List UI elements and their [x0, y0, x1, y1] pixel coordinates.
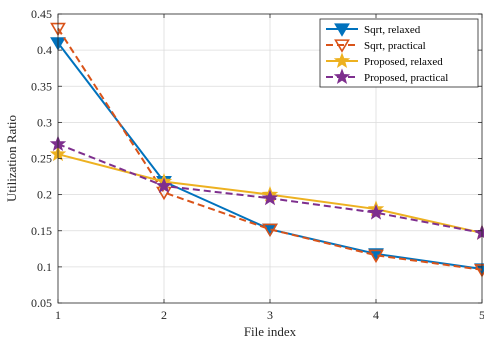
x-tick-label: 2: [161, 308, 167, 322]
series-group: [49, 22, 484, 278]
data-point: [367, 204, 385, 220]
x-tick-label: 1: [55, 308, 61, 322]
legend-item: Proposed, practical: [326, 68, 448, 84]
y-tick-label: 0.05: [31, 296, 52, 310]
legend-label: Sqrt, practical: [364, 40, 426, 52]
data-point: [368, 249, 384, 264]
legend-item: Sqrt, relaxed: [326, 23, 421, 37]
y-tick-label: 0.2: [37, 188, 52, 202]
data-point: [261, 189, 279, 206]
y-tick-label: 0.1: [37, 260, 52, 274]
data-point: [262, 223, 278, 238]
y-tick-label: 0.4: [37, 43, 52, 57]
axis-ticks: 1 2 3 4 5 0.05 0.1 0.15 0.2 0.25 0.3 0.35 0.4 0.45: [31, 7, 484, 322]
y-tick-label: 0.35: [31, 79, 52, 93]
legend-label: Sqrt, relaxed: [364, 24, 421, 36]
x-axis-title: File index: [244, 324, 297, 339]
y-tick-label: 0.45: [31, 7, 52, 21]
legend-marker: [333, 52, 351, 68]
series-line: [57, 27, 483, 271]
legend-item: Proposed, relaxed: [326, 52, 443, 68]
x-tick-label: 5: [479, 308, 484, 322]
data-point: [155, 177, 173, 193]
x-tick-label: 3: [267, 308, 273, 322]
legend-label: Proposed, practical: [364, 72, 448, 84]
legend-label: Proposed, relaxed: [364, 56, 443, 68]
x-tick-label: 4: [373, 308, 379, 322]
legend-marker: [334, 39, 350, 53]
y-tick-label: 0.25: [31, 152, 52, 166]
legend-marker: [333, 68, 351, 84]
legend-item: Sqrt, practical: [326, 39, 426, 53]
y-tick-label: 0.3: [37, 115, 52, 129]
legend-marker: [334, 23, 350, 37]
legend: Sqrt, relaxed Sqrt, practical Proposed, re…: [319, 18, 479, 88]
y-tick-label: 0.15: [31, 224, 52, 238]
y-axis-title: Utilization Ratio: [4, 115, 19, 202]
